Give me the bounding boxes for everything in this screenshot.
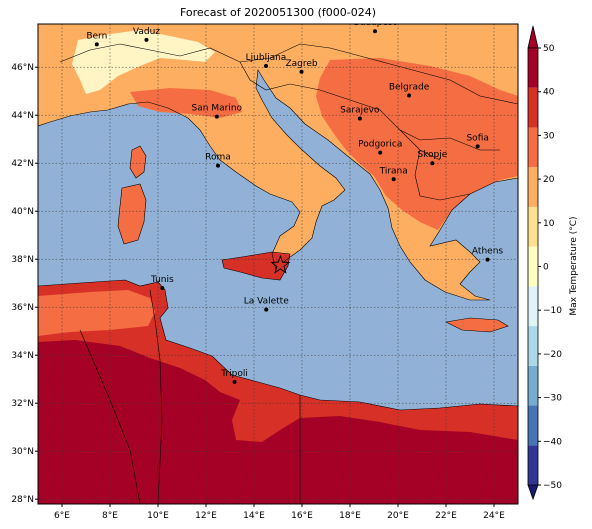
colorbar-tick-label: −10	[543, 306, 562, 316]
latitude-tick-label: 38°N	[11, 255, 34, 265]
city-label: Budapest	[354, 18, 397, 28]
city-dot	[430, 161, 435, 166]
city-label: Podgorica	[358, 140, 402, 150]
city-dot	[144, 37, 149, 42]
colorbar-segment	[528, 87, 538, 128]
city-dot	[214, 114, 219, 119]
colorbar-tick-label: 50	[543, 44, 555, 54]
sardinia-island	[118, 184, 146, 244]
map-gridlines	[38, 24, 518, 504]
colorbar-segment	[528, 246, 538, 287]
latitude-tick-label: 36°N	[11, 303, 34, 313]
city-dot	[264, 64, 268, 68]
longitude-tick-label: 10°E	[147, 511, 169, 521]
longitude-tick-label: 14°E	[243, 511, 265, 521]
city-dot	[372, 29, 377, 34]
city-dot	[299, 69, 304, 74]
city-label: Athens	[472, 247, 503, 257]
latitude-tick-label: 28°N	[11, 495, 34, 505]
city-label: Tunis	[150, 275, 174, 285]
longitude-tick-label: 18°E	[339, 511, 361, 521]
city-dot	[160, 286, 165, 290]
colorbar-tick-label: −50	[543, 481, 562, 491]
longitude-tick-label: 6°E	[54, 511, 70, 521]
north-africa-coastal-band	[38, 290, 155, 336]
city-dot	[407, 93, 412, 98]
city-dot	[232, 379, 237, 384]
colorbar-segment	[528, 127, 538, 168]
balkan-hot-zone	[316, 58, 518, 230]
alpine-cold-zone	[72, 30, 215, 94]
longitude-ticks: 6°E 8°E 10°E 12°E 14°E 16°E 18°E 20°E 22°E 24°E	[54, 504, 505, 521]
target-star-marker	[270, 254, 291, 274]
city-label: Roma	[205, 153, 231, 163]
city-dot	[391, 177, 396, 182]
colorbar-over-arrow	[527, 25, 539, 49]
city-label: Tripoli	[220, 369, 248, 379]
latitude-tick-label: 46°N	[11, 63, 34, 73]
map-frame	[37, 23, 519, 505]
crete-island	[446, 318, 508, 332]
colorbar-segment	[528, 167, 538, 207]
city-label: Sarajevo	[340, 106, 380, 116]
colorbar-tick-label: −30	[543, 394, 562, 404]
longitude-tick-label: 16°E	[291, 511, 313, 521]
longitude-tick-label: 22°E	[435, 511, 457, 521]
latitude-tick-label: 44°N	[11, 111, 34, 121]
city-label: Sofia	[466, 133, 488, 143]
city-label: Tirana	[379, 166, 408, 176]
city-label: Bern	[86, 31, 107, 41]
city-dot	[378, 150, 383, 155]
colorbar-tick-label: 0	[543, 263, 549, 273]
colorbar-tick-label: 10	[543, 219, 555, 229]
colorbar-tick-label: 30	[543, 131, 555, 141]
city-label: Ljubljana	[246, 53, 287, 63]
city-dot	[264, 307, 269, 312]
city-label: La Valette	[244, 297, 289, 307]
city-dot	[357, 116, 362, 121]
city-label: Vaduz	[133, 27, 160, 37]
map-title: Forecast of 2020051300 (f000-024)	[179, 6, 377, 19]
corsica-island	[130, 146, 146, 178]
colorbar-segment	[528, 286, 538, 327]
city-dot	[485, 257, 490, 262]
star-marker	[270, 254, 291, 274]
latitude-tick-label: 30°N	[11, 447, 34, 457]
city-dot	[94, 42, 99, 47]
latitude-tick-label: 32°N	[11, 399, 34, 409]
colorbar-tick-label: 20	[543, 175, 555, 185]
city-label: San Marino	[192, 104, 243, 114]
colorbar-label: Max Temperature (°C)	[569, 216, 579, 315]
colorbar-segment	[528, 48, 538, 88]
city-label: Belgrade	[389, 83, 430, 93]
city-dot	[216, 163, 220, 168]
latitude-ticks: 28°N 30°N 32°N 34°N 36°N 38°N 40°N 42°N 44°N 46°N	[11, 63, 38, 505]
colorbar-segment	[528, 405, 538, 446]
city-label: Zagreb	[285, 59, 317, 69]
colorbar-tick-label: −40	[543, 437, 562, 447]
longitude-tick-label: 20°E	[387, 511, 409, 521]
colorbar-segment	[528, 365, 538, 406]
temperature-colorbar: −50 −40 −30 −20 −10 0 10 20 30 40 50	[527, 25, 562, 501]
colorbar-segment	[528, 445, 538, 485]
latitude-tick-label: 34°N	[11, 351, 34, 361]
colorbar-segment	[528, 326, 538, 366]
colorbar-tick-label: −20	[543, 350, 562, 360]
colorbar-tick-label: 40	[543, 88, 555, 98]
latitude-tick-label: 40°N	[11, 207, 34, 217]
city-label: Skopje	[417, 150, 447, 160]
colorbar-segment	[528, 206, 538, 247]
colorbar-under-arrow	[527, 484, 539, 501]
city-dot	[475, 144, 480, 149]
latitude-tick-label: 42°N	[11, 159, 34, 169]
longitude-tick-label: 12°E	[195, 511, 217, 521]
longitude-tick-label: 8°E	[102, 511, 118, 521]
longitude-tick-label: 24°E	[483, 511, 505, 521]
